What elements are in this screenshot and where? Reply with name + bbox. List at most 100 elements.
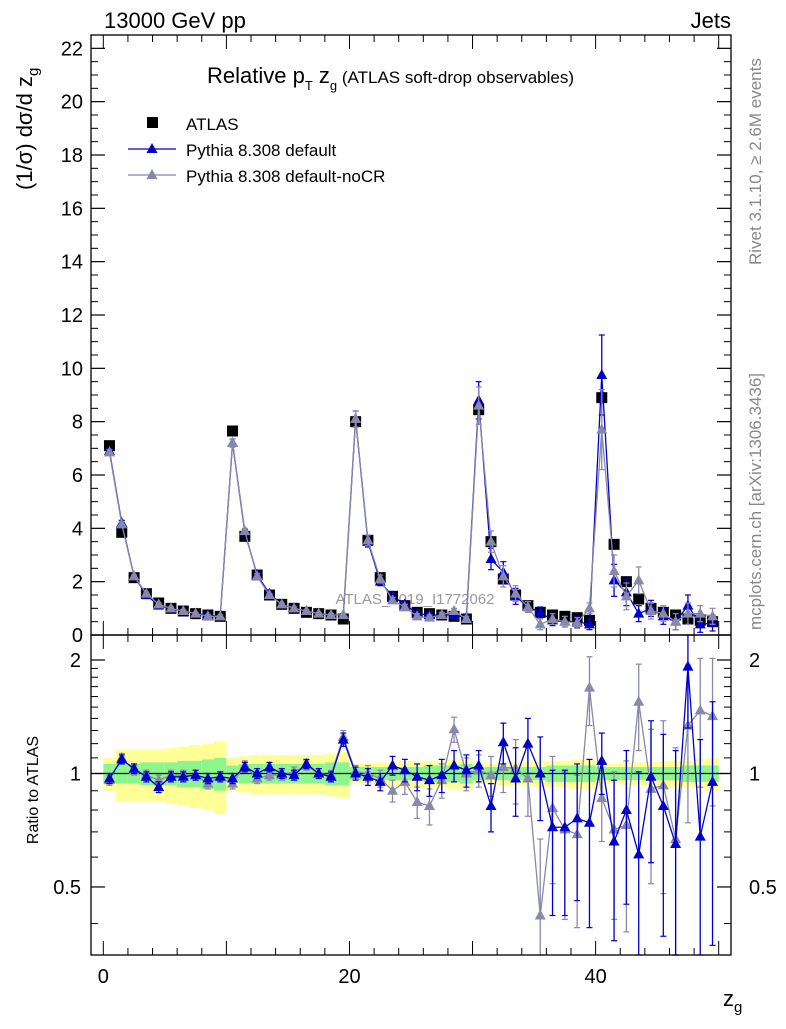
ratio-point-1 — [411, 796, 423, 807]
xlabel: zg — [723, 986, 742, 1016]
top-ytick-label: 4 — [72, 518, 83, 540]
header-left: 13000 GeV pp — [104, 8, 246, 33]
top-ytick-label: 16 — [61, 198, 83, 220]
ratio-point-0 — [534, 767, 546, 778]
ratio-point-0 — [596, 754, 608, 765]
mc-point-2 — [399, 601, 411, 611]
top-ylabel-main: (1/σ) dσ/d z — [12, 76, 37, 190]
mc-point-2 — [263, 589, 275, 599]
mc-point-2 — [608, 565, 620, 575]
ratio-point-0 — [116, 753, 128, 764]
top-plot-area: 0 2 4 6 8 10 12 14 16 18 20 22 — [61, 35, 731, 647]
ratio-point-0 — [547, 821, 559, 832]
mc-point-2 — [657, 607, 669, 618]
ratio-point-0 — [423, 774, 435, 785]
ratio-ytick-label-right: 0.5 — [749, 877, 777, 899]
ratio-ylabel: Ratio to ATLAS — [25, 736, 42, 844]
ratio-point-1 — [497, 761, 509, 772]
ratio-xtick-label: 20 — [338, 966, 360, 988]
mc-point-2 — [707, 610, 719, 621]
mc-point-2 — [387, 594, 399, 605]
ratio-point-0 — [510, 772, 522, 783]
mc-point-2 — [534, 618, 546, 629]
top-ytick-label: 12 — [61, 305, 83, 327]
ratio-point-1 — [522, 772, 534, 783]
top-ytick-label: 14 — [61, 252, 83, 274]
mc-point-2 — [473, 399, 485, 410]
mc-point-2 — [239, 525, 251, 535]
ratio-plot-area: 0.5 0.51 12 20 20 40 — [53, 634, 777, 988]
ratio-point-0 — [251, 767, 263, 778]
legend-marker-atlas — [147, 117, 158, 128]
ratio-point-0 — [633, 848, 645, 859]
mc-point-1 — [633, 607, 645, 618]
title-main: Relative p — [207, 63, 305, 88]
ratio-point-0 — [473, 759, 485, 770]
ratio-point-1 — [485, 769, 497, 780]
atlas-point — [608, 538, 620, 550]
ratio-point-0 — [374, 775, 386, 786]
legend-label-nocr: Pythia 8.308 default-noCR — [186, 167, 385, 186]
ratio-point-0 — [300, 757, 312, 768]
xlabel-main: z — [723, 986, 734, 1011]
ratio-point-0 — [448, 759, 460, 770]
mc-point-2 — [276, 598, 288, 609]
atlas-point — [227, 425, 239, 437]
mc-point-2 — [214, 610, 226, 621]
mc-point-2 — [682, 607, 694, 618]
mc-point-2 — [694, 607, 706, 618]
ratio-point-1 — [583, 681, 595, 692]
mc-point-2 — [202, 610, 214, 621]
top-ylabel-sub: g — [25, 68, 42, 76]
legend-marker-nocr — [146, 169, 158, 179]
legend-label-atlas: ATLAS — [186, 115, 239, 134]
ratio-point-0 — [559, 821, 571, 832]
mc-point-2 — [411, 610, 423, 621]
ratio-point-0 — [682, 660, 694, 671]
mc-point-2 — [485, 535, 497, 546]
mc-point-2 — [103, 446, 115, 457]
mc-point-1 — [694, 618, 706, 629]
legend: ATLAS Pythia 8.308 default Pythia 8.308 … — [128, 115, 385, 186]
ratio-point-0 — [670, 838, 682, 849]
top-ytick-label: 10 — [61, 358, 83, 380]
ratio-point-0 — [263, 761, 275, 772]
ratio-point-0 — [485, 799, 497, 810]
ratio-point-0 — [227, 772, 239, 783]
ratio-point-1 — [263, 769, 275, 780]
legend-marker-default — [146, 143, 158, 153]
ratio-point-0 — [657, 799, 669, 810]
mc-point-2 — [190, 607, 202, 618]
ratio-point-1 — [534, 909, 546, 920]
ratio-point-1 — [694, 704, 706, 715]
ratio-point-0 — [522, 737, 534, 748]
mc-point-2 — [620, 590, 632, 601]
mc-point-1 — [583, 618, 595, 629]
top-ytick-label: 20 — [61, 92, 83, 114]
mc-point-2 — [670, 615, 682, 626]
mc-point-1 — [534, 606, 546, 617]
ratio-point-1 — [633, 695, 645, 706]
mc-point-2 — [313, 607, 325, 618]
top-ylabel: (1/σ) dσ/d zg — [12, 68, 42, 190]
ratio-point-1 — [596, 792, 608, 803]
top-ytick-label: 22 — [61, 38, 83, 60]
mc-point-2 — [325, 609, 337, 619]
mc-point-2 — [374, 573, 386, 583]
atlas-point — [633, 593, 645, 605]
mc-point-2 — [522, 601, 534, 611]
ratio-point-0 — [313, 767, 325, 778]
header-right: Jets — [691, 8, 731, 33]
top-ytick-label: 0 — [72, 625, 83, 647]
ratio-point-0 — [337, 733, 349, 744]
ratio-point-0 — [707, 775, 719, 786]
mc-point-2 — [448, 605, 460, 615]
legend-label-default: Pythia 8.308 default — [186, 141, 337, 160]
chart-title: Relative pT zg (ATLAS soft-drop observab… — [207, 63, 574, 93]
ratio-point-0 — [350, 767, 362, 778]
ratio-point-0 — [325, 770, 337, 781]
ratio-point-0 — [362, 770, 374, 781]
title-mid: z — [313, 63, 330, 88]
atlas-point — [116, 526, 128, 538]
